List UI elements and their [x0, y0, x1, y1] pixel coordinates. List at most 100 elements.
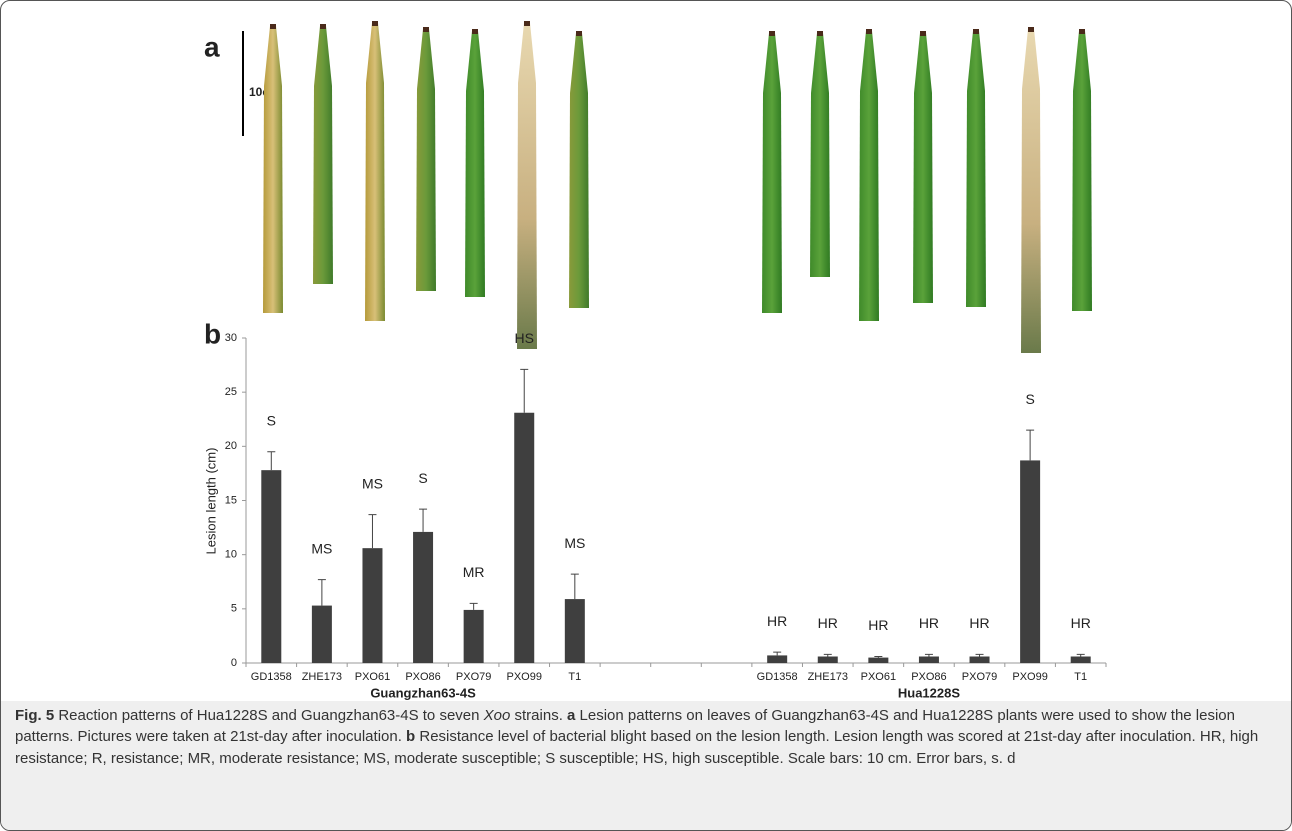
caption-text: Reaction patterns of Hua1228S and Guangz… — [54, 707, 483, 724]
y-tick-label: 30 — [225, 332, 237, 344]
x-tick-label: PXO86 — [911, 671, 946, 683]
error-bar — [1077, 654, 1085, 656]
leaf — [365, 23, 385, 321]
x-tick-label: GD1358 — [757, 671, 798, 683]
y-tick-label: 0 — [231, 657, 237, 669]
error-bar — [824, 654, 832, 656]
panel-label: b — [204, 318, 221, 349]
leaf — [517, 23, 537, 349]
y-tick-label: 10 — [225, 549, 237, 561]
error-bar — [470, 603, 478, 610]
leaf — [313, 26, 333, 284]
x-tick-label: PXO99 — [1012, 671, 1047, 683]
caption-text: Fig. 5 — [15, 707, 54, 724]
error-bar — [773, 652, 781, 655]
bar-annotation: HR — [767, 613, 787, 629]
x-tick-label: GD1358 — [251, 671, 292, 683]
leaf — [859, 31, 879, 321]
x-tick-label: PXO86 — [405, 671, 440, 683]
bar-annotation: HR — [969, 615, 989, 631]
bar-annotation: HR — [818, 615, 838, 631]
bar — [919, 657, 939, 664]
leaf-tip — [524, 21, 530, 26]
leaf-tip — [423, 27, 429, 32]
x-tick-label: T1 — [1074, 671, 1087, 683]
bar-annotation: MS — [362, 475, 383, 491]
bar — [413, 532, 433, 663]
bar-annotation: HS — [515, 330, 534, 346]
bar — [818, 657, 838, 664]
leaf — [1021, 29, 1041, 353]
x-tick-label: PXO99 — [507, 671, 542, 683]
bar-annotation: S — [418, 470, 427, 486]
bar — [362, 548, 382, 663]
leaf-tip — [817, 31, 823, 36]
leaf-tip — [920, 31, 926, 36]
leaf-tip — [472, 29, 478, 34]
leaf — [569, 33, 589, 308]
bar-annotation: MS — [311, 540, 332, 556]
leaf-tip — [769, 31, 775, 36]
bar — [514, 413, 534, 663]
y-tick-label: 25 — [225, 386, 237, 398]
x-tick-label: ZHE173 — [302, 671, 342, 683]
leaf-photos — [263, 21, 1092, 353]
leaf — [465, 31, 485, 297]
leaf-tip — [866, 29, 872, 34]
error-bar — [267, 452, 275, 470]
x-tick-label: PXO79 — [456, 671, 491, 683]
leaf — [810, 33, 830, 277]
x-tick-label: T1 — [568, 671, 581, 683]
x-tick-label: ZHE173 — [808, 671, 848, 683]
leaf — [416, 29, 436, 291]
bar — [261, 470, 281, 663]
error-bar — [1026, 430, 1034, 460]
caption-text: Xoo — [484, 707, 511, 724]
error-bar — [571, 574, 579, 599]
caption-text: b — [406, 728, 415, 745]
x-tick-label: PXO61 — [355, 671, 390, 683]
error-bar — [419, 509, 427, 532]
leaf-tip — [576, 31, 582, 36]
leaf-tip — [372, 21, 378, 26]
leaf-tip — [270, 24, 276, 29]
leaf — [1072, 31, 1092, 311]
bar — [1020, 460, 1040, 663]
panel-label: a — [204, 31, 220, 62]
leaf-tip — [973, 29, 979, 34]
bar-annotation: HR — [919, 615, 939, 631]
group-label: Guangzhan63-4S — [370, 685, 476, 700]
bar-annotation: HR — [1071, 615, 1091, 631]
error-bar — [318, 580, 326, 606]
bar — [868, 658, 888, 663]
leaf — [263, 26, 283, 313]
x-tick-label: PXO79 — [962, 671, 997, 683]
error-bar — [976, 654, 984, 656]
error-bar — [520, 369, 528, 412]
bar-annotation: MS — [564, 535, 585, 551]
caption-text: strains. — [510, 707, 567, 724]
leaf-tip — [320, 24, 326, 29]
bar-annotation: S — [267, 412, 276, 428]
y-axis-label: Lesion length (cm) — [203, 448, 218, 555]
y-tick-label: 15 — [225, 494, 237, 506]
group-label: Hua1228S — [898, 685, 960, 700]
bar — [312, 606, 332, 663]
figure: a 10cm b Lesion length (cm) 051015202530… — [0, 0, 1292, 831]
bar-annotation: S — [1025, 391, 1034, 407]
leaf — [762, 33, 782, 313]
bar — [464, 610, 484, 663]
leaf — [966, 31, 986, 307]
leaf-tip — [1028, 27, 1034, 32]
bar — [767, 655, 787, 663]
leaf — [913, 33, 933, 303]
x-tick-label: PXO61 — [861, 671, 896, 683]
bar — [970, 657, 990, 664]
error-bar — [874, 657, 882, 658]
bar-annotation: MR — [463, 564, 485, 580]
caption: Fig. 5 Reaction patterns of Hua1228S and… — [1, 701, 1291, 830]
bar — [1071, 657, 1091, 664]
bar-annotation: HR — [868, 617, 888, 633]
